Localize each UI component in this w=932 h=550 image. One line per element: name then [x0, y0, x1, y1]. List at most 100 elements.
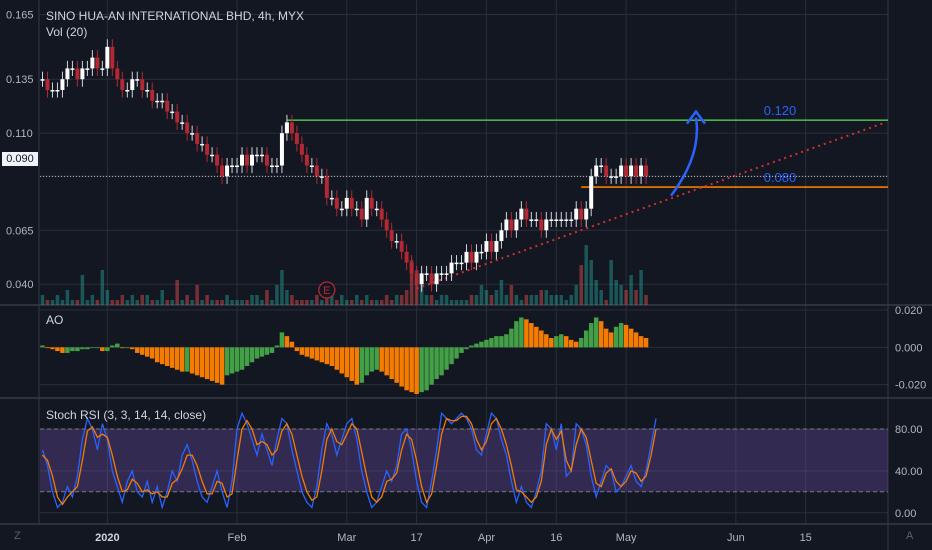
ao-histogram-bar	[439, 347, 444, 376]
ao-histogram-bar	[529, 323, 534, 348]
ao-histogram-bar	[110, 345, 115, 348]
ao-histogram-bar	[434, 347, 439, 380]
ao-histogram-bar	[85, 347, 90, 350]
volume-bar	[250, 295, 254, 305]
volume-bar	[539, 290, 544, 305]
candle-body	[614, 176, 619, 178]
candle-body	[200, 143, 205, 146]
candle-body	[559, 219, 564, 221]
volume-bar	[399, 295, 404, 305]
volume-bar	[489, 295, 494, 305]
candle-body	[449, 262, 454, 274]
ao-histogram-bar	[514, 321, 519, 348]
candle-body	[90, 57, 95, 69]
ao-histogram-bar	[294, 347, 300, 352]
volume-bar	[105, 290, 110, 305]
ao-histogram-bar	[379, 347, 384, 372]
candle-body	[579, 208, 584, 220]
candle-body	[409, 262, 414, 274]
candle-body	[210, 154, 215, 157]
volume-bar	[449, 300, 454, 305]
ao-histogram-bar	[95, 347, 100, 349]
ao-histogram-bar	[45, 347, 50, 349]
volume-bar	[345, 300, 349, 305]
candle-body	[309, 165, 314, 168]
ao-histogram-bar	[399, 347, 404, 387]
candle-body	[314, 165, 319, 177]
arrow-head-icon	[685, 109, 706, 125]
volume-bar	[529, 295, 534, 305]
volume-bar	[170, 300, 174, 305]
ao-histogram-bar	[499, 336, 504, 348]
volume-bar	[40, 295, 45, 305]
volume-bar	[70, 300, 75, 305]
candle-body	[404, 251, 409, 263]
left-corner-label[interactable]: Z	[14, 530, 21, 542]
volume-bar	[589, 260, 593, 305]
ao-histogram-bar	[55, 347, 60, 352]
ao-histogram-bar	[474, 343, 479, 348]
stoch-k-line	[41, 411, 657, 510]
candle-body	[494, 241, 499, 252]
ao-histogram-bar	[304, 347, 310, 357]
ao-histogram-bar	[324, 347, 330, 365]
volume-bar	[65, 290, 70, 305]
ao-histogram-bar	[149, 347, 155, 359]
candle-body	[175, 111, 180, 123]
candle-body	[230, 165, 235, 168]
ao-histogram-bar	[105, 347, 110, 352]
volume-bar	[185, 295, 189, 305]
ao-histogram-bar	[65, 347, 70, 353]
volume-bar	[639, 270, 643, 305]
candle-body	[624, 165, 629, 177]
candle-body	[240, 154, 245, 166]
candle-body	[205, 143, 210, 155]
ao-histogram-bar	[593, 317, 599, 348]
ao-histogram-bar	[449, 347, 454, 365]
volume-bar	[464, 300, 469, 305]
ao-histogram-bar	[374, 347, 379, 370]
ao-histogram-bar	[184, 347, 190, 372]
candle-body	[519, 208, 524, 220]
ao-histogram-bar	[229, 347, 235, 374]
candle-body	[120, 79, 125, 90]
candle-body	[644, 165, 649, 177]
ao-histogram-bar	[618, 323, 624, 348]
volume-bar	[240, 300, 244, 305]
ao-histogram-bar	[573, 341, 579, 348]
ao-histogram-bar	[159, 347, 165, 365]
volume-bar	[275, 285, 279, 305]
candle-body	[549, 219, 554, 221]
candle-body	[539, 219, 544, 231]
level-label: 0.120	[764, 103, 797, 118]
price-axis-tick: 0.135	[6, 74, 34, 86]
ao-histogram-bar	[464, 347, 469, 350]
volume-bar	[255, 295, 259, 305]
ao-histogram-bar	[319, 347, 325, 363]
ao-histogram-bar	[259, 347, 265, 357]
candle-body	[374, 208, 379, 211]
volume-bar	[335, 300, 339, 305]
candle-body	[584, 208, 589, 220]
ao-histogram-bar	[638, 336, 644, 348]
ao-histogram-bar	[479, 341, 484, 348]
candle-body	[604, 165, 609, 177]
ao-histogram-bar	[174, 347, 180, 370]
candle-body	[479, 251, 484, 254]
price-axis-tick: 0.065	[6, 225, 34, 237]
candle-body	[634, 165, 639, 177]
ao-axis-tick: 0.020	[895, 305, 923, 317]
candle-body	[155, 100, 160, 103]
candle-body	[160, 100, 165, 103]
volume-bar	[629, 275, 633, 305]
candle-body	[399, 241, 404, 252]
right-corner-label[interactable]: A	[906, 530, 914, 542]
volume-bar	[409, 260, 414, 305]
volume-bar	[110, 300, 115, 305]
time-axis-tick: 2020	[95, 532, 119, 544]
candle-body	[140, 79, 145, 90]
volume-bar	[100, 270, 105, 305]
volume-bar	[175, 280, 179, 305]
candle-body	[444, 273, 449, 275]
